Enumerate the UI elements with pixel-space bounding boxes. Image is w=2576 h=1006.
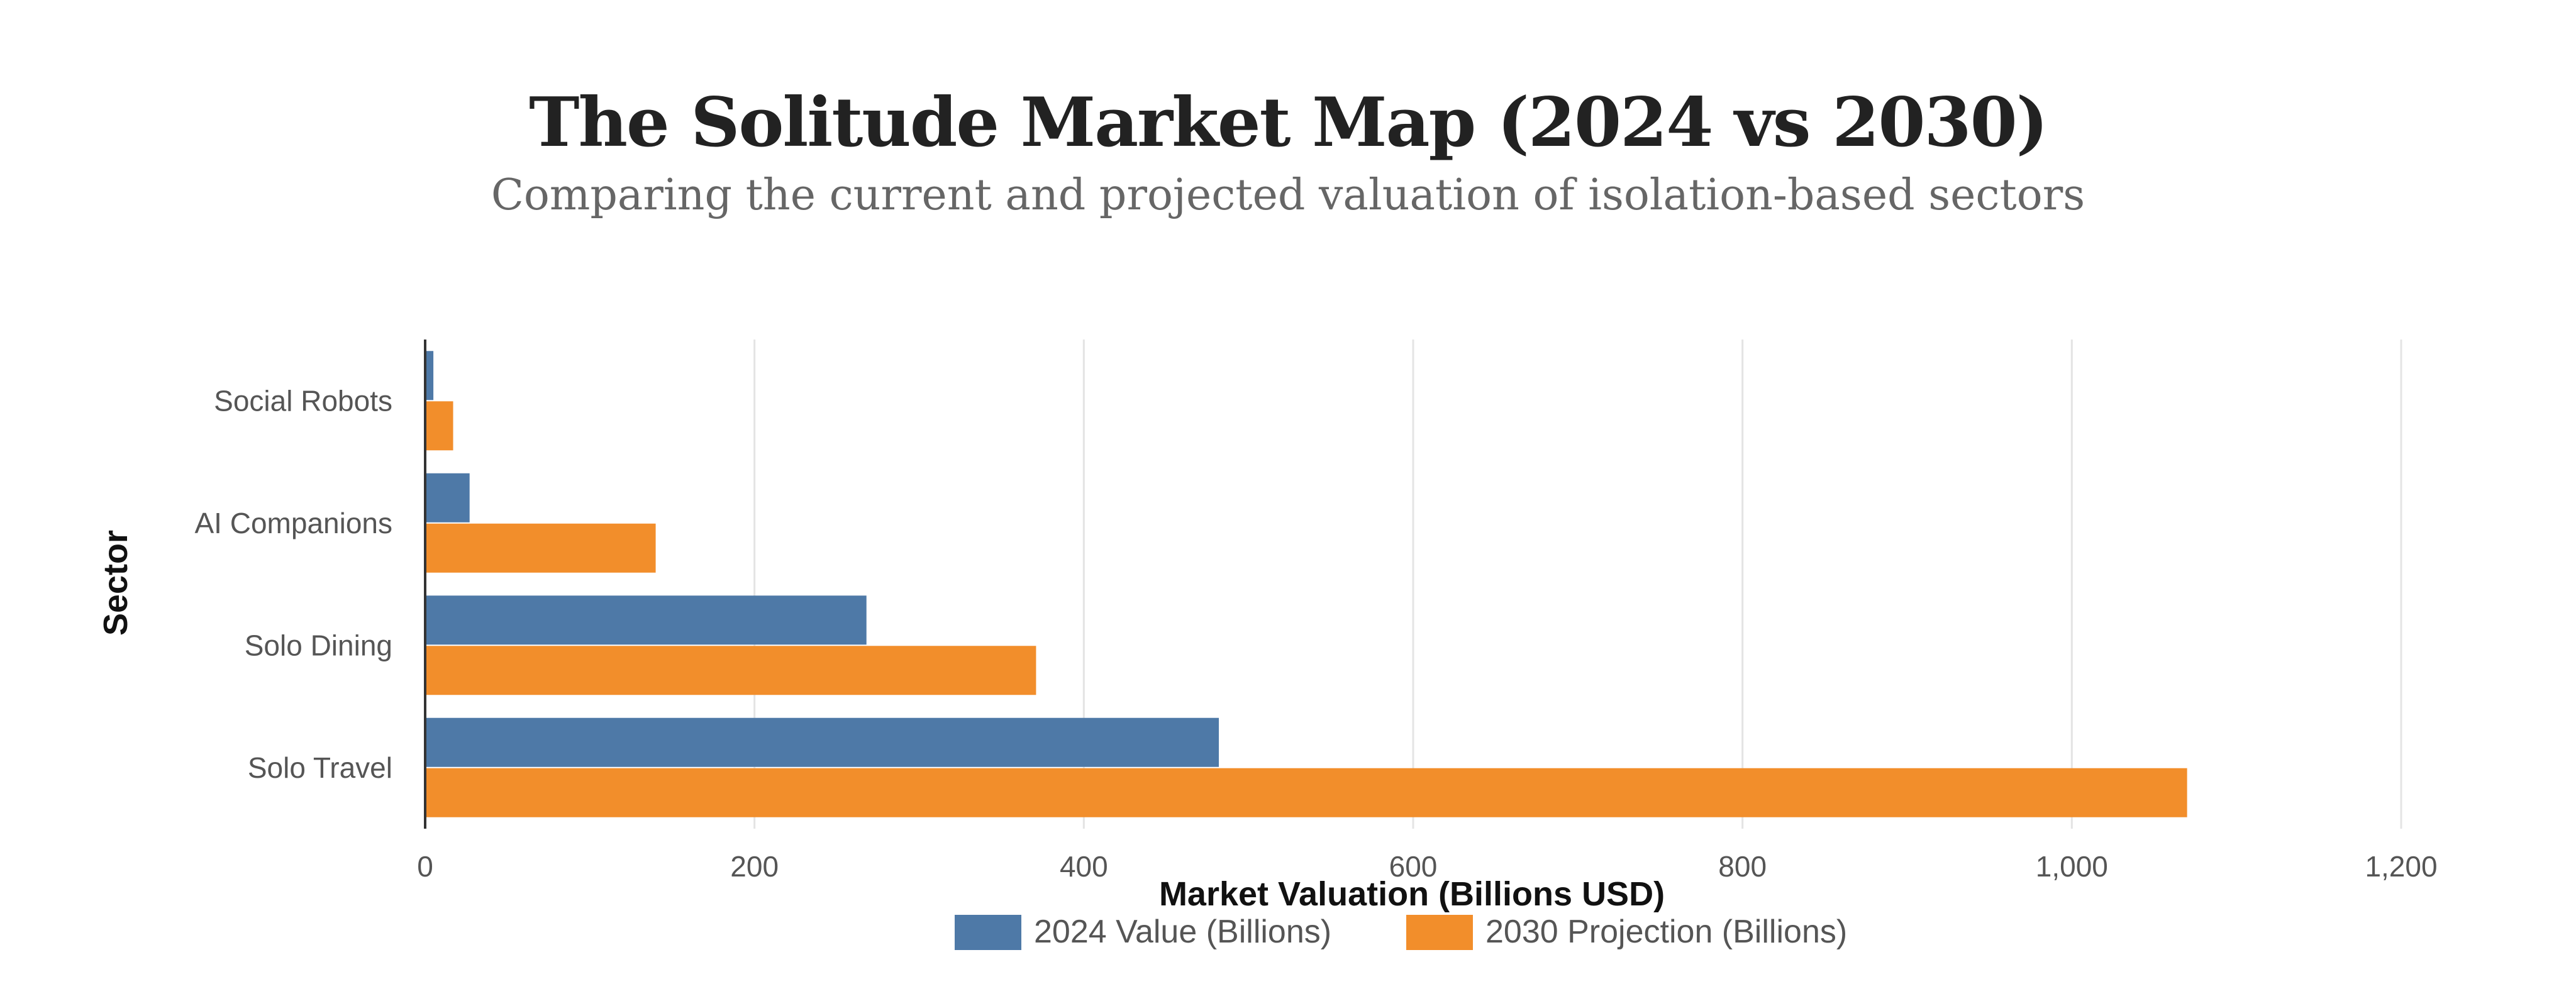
- y-tick-label: Solo Travel: [248, 751, 392, 784]
- bar: [425, 351, 434, 401]
- x-tick-label: 0: [417, 850, 433, 883]
- legend-label: 2030 Projection (Billions): [1485, 914, 1847, 950]
- y-axis-title: Sector: [97, 530, 135, 636]
- bar: [425, 717, 1219, 767]
- y-tick-label: AI Companions: [195, 507, 393, 539]
- x-tick-label: 800: [1718, 850, 1767, 883]
- legend-swatch: [955, 915, 1021, 950]
- y-tick-label: Social Robots: [214, 384, 392, 417]
- bar: [425, 646, 1036, 695]
- x-tick-label: 600: [1389, 850, 1438, 883]
- bar: [425, 523, 656, 573]
- bar: [425, 768, 2187, 817]
- x-axis-title: Market Valuation (Billions USD): [1159, 875, 1665, 913]
- x-tick-label: 200: [730, 850, 779, 883]
- chart-subtitle: Comparing the current and projected valu…: [491, 170, 2085, 220]
- x-tick-label: 1,200: [2365, 850, 2437, 883]
- chart-title: The Solitude Market Map (2024 vs 2030): [529, 83, 2048, 162]
- bar: [425, 473, 470, 522]
- bar: [425, 595, 867, 645]
- x-tick-label: 1,000: [2036, 850, 2108, 883]
- y-tick-label: Solo Dining: [245, 629, 392, 661]
- x-tick-label: 400: [1060, 850, 1108, 883]
- bar: [425, 401, 453, 451]
- legend-swatch: [1406, 915, 1473, 950]
- legend-label: 2024 Value (Billions): [1034, 914, 1331, 950]
